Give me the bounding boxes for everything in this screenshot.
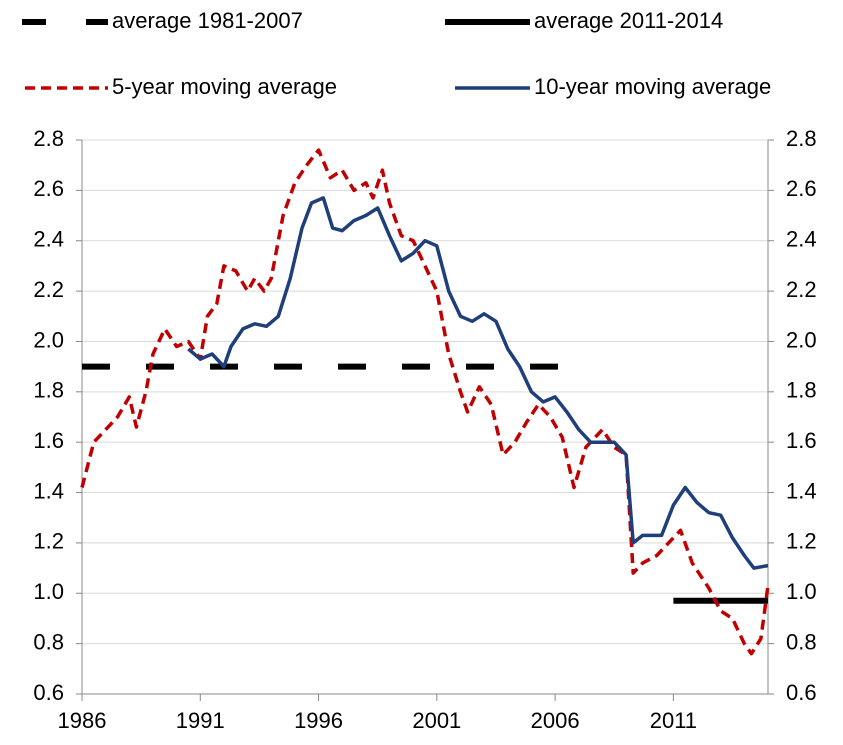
y-tick-label: 2.2 [33,277,64,302]
y-tick-label: 1.8 [33,378,64,403]
y-tick-label: 2.6 [33,176,64,201]
y-tick-label: 1.4 [33,478,64,503]
legend-label: 10-year moving average [534,74,771,99]
y2-tick-label: 2.4 [786,227,817,252]
y2-tick-label: 2.0 [786,327,817,352]
y2-tick-label: 2.2 [786,277,817,302]
y-tick-label: 1.2 [33,529,64,554]
y-tick-label: 0.6 [33,680,64,705]
y2-tick-label: 0.6 [786,680,817,705]
y2-tick-label: 2.8 [786,126,817,151]
y2-tick-label: 1.2 [786,529,817,554]
legend-label: average 2011-2014 [534,8,723,33]
x-tick-label: 1996 [294,708,343,733]
x-tick-label: 1986 [58,708,107,733]
y-tick-label: 2.8 [33,126,64,151]
y2-tick-label: 0.8 [786,629,817,654]
legend-label: average 1981-2007 [112,8,303,33]
series-line [80,148,770,656]
legend-label: 5-year moving average [112,74,337,99]
x-tick-label: 2011 [650,708,697,733]
x-tick-label: 2001 [412,708,461,733]
x-tick-label: 2006 [531,708,580,733]
y-tick-label: 1.6 [33,428,64,453]
y2-tick-label: 1.0 [786,579,817,604]
y2-tick-label: 1.4 [786,478,817,503]
y2-tick-label: 1.6 [786,428,817,453]
y-tick-label: 2.0 [33,327,64,352]
y-tick-label: 2.4 [33,227,64,252]
y2-tick-label: 2.6 [786,176,817,201]
y2-tick-label: 1.8 [786,378,817,403]
x-tick-label: 1991 [176,708,225,733]
series-line [187,196,769,570]
y-tick-label: 0.8 [33,629,64,654]
y-tick-label: 1.0 [33,579,64,604]
